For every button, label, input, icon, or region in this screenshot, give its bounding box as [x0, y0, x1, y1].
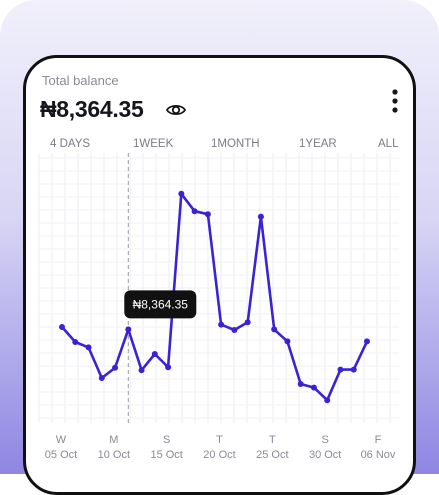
x-tick-date: 30 Oct — [309, 449, 341, 461]
x-tick-date: 06 Nov — [361, 449, 396, 461]
data-point[interactable] — [165, 364, 172, 371]
data-point[interactable] — [151, 351, 158, 357]
data-point[interactable] — [244, 319, 251, 326]
data-point[interactable] — [98, 375, 105, 381]
data-point[interactable] — [112, 364, 119, 371]
data-point[interactable] — [337, 366, 344, 373]
tab-1-year[interactable]: 1YEAR — [299, 138, 337, 150]
tab-1-month[interactable]: 1MONTH — [211, 138, 260, 150]
data-point[interactable] — [297, 381, 304, 387]
data-point[interactable] — [125, 326, 132, 333]
x-tick-date: 20 Oct — [203, 449, 235, 461]
data-point[interactable] — [257, 213, 264, 220]
x-tick-date: 10 Oct — [98, 449, 130, 461]
x-tick-day: S — [321, 434, 328, 446]
range-tabs: 4 DAYS 1WEEK 1MONTH 1YEAR ALL — [26, 138, 413, 154]
data-point[interactable] — [59, 324, 65, 330]
balance-row: ₦8,364.35 — [40, 96, 187, 123]
x-tick-day: W — [56, 434, 67, 446]
chart-tooltip: ₦8,364.35 — [124, 290, 197, 319]
x-tick-date: 15 Oct — [150, 449, 182, 461]
data-point[interactable] — [231, 327, 238, 333]
data-point[interactable] — [218, 321, 225, 328]
data-point[interactable] — [138, 367, 145, 374]
balance-label: Total balance — [42, 73, 119, 88]
balance-chart[interactable]: ₦8,364.35 W 05 Oct M 10 Oct S 15 Oct T 20 Oct T 2… — [26, 153, 413, 473]
balance-amount: ₦8,364.35 — [40, 96, 144, 122]
data-point[interactable] — [310, 384, 317, 391]
x-tick-day: T — [216, 434, 223, 446]
data-point[interactable] — [72, 339, 79, 345]
x-tick-date: 25 Oct — [256, 449, 288, 461]
tab-1-week[interactable]: 1WEEK — [133, 138, 174, 150]
x-tick-day: T — [269, 434, 276, 446]
x-tick-date: 05 Oct — [45, 449, 77, 461]
tab-4-days[interactable]: 4 DAYS — [50, 138, 91, 150]
x-tick-day: S — [163, 434, 170, 446]
more-vertical-icon[interactable] — [391, 88, 399, 114]
data-point[interactable] — [204, 211, 211, 218]
data-point[interactable] — [271, 326, 278, 333]
data-point[interactable] — [191, 208, 198, 215]
data-point[interactable] — [324, 397, 331, 404]
data-point[interactable] — [284, 338, 291, 345]
data-point[interactable] — [85, 344, 92, 351]
x-tick-day: F — [375, 434, 382, 446]
tooltip-text: ₦8,364.35 — [133, 297, 189, 311]
balance-card: Total balance ₦8,364.35 4 DAYS 1WEEK 1MO… — [23, 55, 416, 495]
tab-all[interactable]: ALL — [378, 138, 399, 150]
eye-icon[interactable] — [165, 99, 187, 121]
data-point[interactable] — [364, 338, 370, 345]
data-point[interactable] — [178, 190, 185, 197]
data-point[interactable] — [350, 366, 357, 373]
x-tick-day: M — [109, 434, 118, 446]
balance-line — [60, 192, 369, 402]
